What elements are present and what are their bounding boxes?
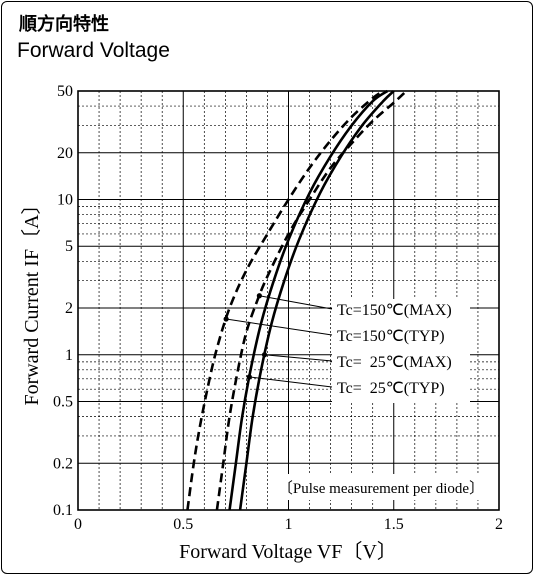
annotation-background — [270, 474, 492, 500]
y-tick-label: 50 — [57, 83, 73, 100]
legend-entry: Tc=150℃(TYP) — [337, 328, 445, 345]
chart-title-japanese: 順方向特性 — [19, 14, 109, 35]
y-tick-label: 2 — [65, 300, 73, 317]
legend-entry: Tc=150℃(MAX) — [337, 302, 452, 319]
leader-dot — [256, 293, 262, 299]
y-tick-label: 0.1 — [53, 502, 73, 519]
x-tick-label: 1 — [285, 516, 293, 533]
leader-line — [264, 354, 333, 362]
y-tick-label: 0.2 — [53, 455, 73, 472]
leader-dot — [223, 316, 229, 322]
y-tick-label: 20 — [57, 145, 73, 162]
legend-entry: Tc= 25℃(TYP) — [337, 380, 445, 397]
legend-background — [332, 299, 470, 403]
x-tick-label: 0 — [74, 516, 82, 533]
x-axis-label: Forward Voltage VF〔V〕 — [179, 540, 397, 563]
curve-tc150-typ — [186, 89, 384, 511]
y-axis-label: Forward Current IF〔A〕 — [20, 194, 43, 405]
curve-tc25-typ — [228, 89, 389, 511]
leader-line — [249, 376, 333, 388]
y-tick-label: 10 — [57, 192, 73, 209]
leader-line — [226, 318, 333, 336]
y-tick-label: 1 — [65, 347, 73, 364]
leader-line — [259, 295, 333, 310]
y-tick-label: 5 — [65, 238, 73, 255]
pulse-measurement-note: 〔Pulse measurement per diode〕 — [278, 480, 484, 497]
chart-title: Forward Voltage — [17, 39, 170, 62]
x-tick-label: 1.5 — [384, 516, 404, 533]
y-tick-label: 0.5 — [53, 393, 73, 410]
legend-entry: Tc= 25℃(MAX) — [337, 354, 452, 371]
curve-tc150-max — [215, 90, 408, 511]
legend-leader-lines — [223, 293, 333, 388]
curves — [186, 89, 408, 511]
plot-area-border — [77, 90, 500, 511]
leader-dot — [246, 374, 252, 380]
legend: Tc=150℃(MAX) Tc=150℃(TYP) Tc= 25℃(MAX) Tc= … — [332, 299, 470, 403]
x-tick-label: 0.5 — [173, 516, 193, 533]
grid — [78, 91, 499, 510]
leader-dot — [261, 352, 268, 358]
tick-labels: 0.1 0.2 0.5 1 2 5 10 20 50 0 0.5 1 1.5 2 — [53, 83, 503, 533]
x-tick-label: 2 — [495, 516, 503, 533]
curve-tc25-max — [238, 90, 395, 511]
